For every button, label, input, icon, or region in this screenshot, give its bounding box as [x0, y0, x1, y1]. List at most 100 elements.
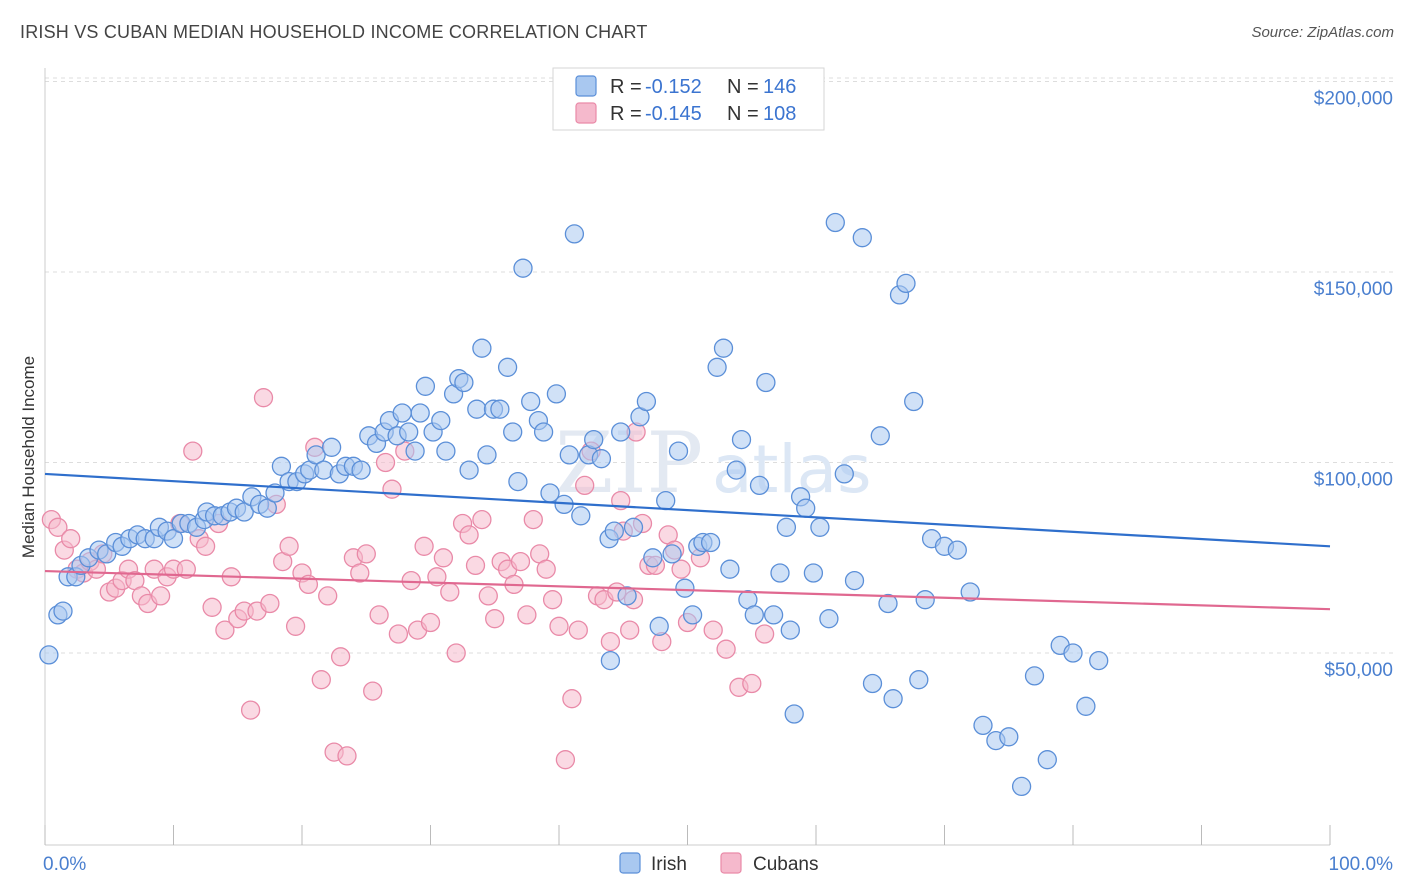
irish-point: [39, 645, 59, 665]
y-axis-label: Median Household Income: [19, 356, 38, 558]
irish-point: [973, 715, 993, 736]
cubans-point: [420, 612, 441, 633]
irish-point: [707, 357, 727, 377]
cubans-point: [485, 609, 505, 629]
cubans-point: [285, 616, 306, 636]
irish-point: [784, 704, 804, 724]
irish-point: [878, 593, 898, 614]
irish-points: [39, 212, 1109, 797]
irish-point: [731, 429, 752, 450]
irish-point: [862, 673, 883, 694]
cubans-point: [369, 605, 389, 625]
cubans-point: [440, 582, 460, 602]
irish-point: [234, 502, 254, 522]
irish-point: [163, 529, 184, 549]
irish-point: [399, 422, 419, 442]
irish-point: [1089, 650, 1109, 671]
cubans-point: [510, 551, 531, 572]
irish-point: [591, 449, 612, 469]
y-tick-label: $150,000: [1314, 279, 1393, 300]
irish-point: [1037, 750, 1057, 770]
cubans-point: [150, 586, 171, 606]
irish-point: [682, 605, 703, 625]
irish-point: [265, 483, 285, 503]
irish-point: [796, 498, 816, 518]
cubans-point: [517, 605, 537, 625]
x-tick-labels: 0.0% 100.0%: [43, 854, 1393, 875]
irish-point: [870, 426, 890, 446]
cubans-point: [414, 536, 434, 556]
cubans-point: [375, 452, 396, 473]
irish-point: [431, 410, 451, 431]
irish-point: [459, 460, 479, 480]
irish-point: [454, 372, 474, 393]
cubans-point: [568, 620, 588, 640]
irish-point: [763, 605, 784, 625]
cubans-point: [600, 631, 621, 652]
cubans-point: [459, 525, 479, 545]
irish-point: [726, 460, 746, 480]
cubans-point: [536, 559, 556, 579]
irish-point: [564, 224, 585, 244]
irish-point: [744, 605, 764, 625]
cubans-point: [356, 544, 376, 564]
cubans-point: [433, 548, 454, 568]
bottom-legend-swatch-irish: [619, 852, 641, 874]
irish-point: [844, 570, 865, 591]
y-tick-label: $50,000: [1324, 660, 1393, 681]
irish-point: [636, 391, 657, 412]
irish-point: [720, 559, 740, 579]
irish-point: [604, 521, 624, 541]
cubans-point: [363, 681, 383, 701]
irish-point: [1011, 776, 1032, 797]
irish-point: [611, 422, 631, 442]
irish-point: [834, 464, 854, 484]
cubans-point: [542, 590, 563, 610]
irish-point: [1024, 666, 1045, 686]
cubans-point: [742, 673, 762, 694]
legend-n-value-cubans: 108: [763, 103, 796, 125]
irish-point: [546, 384, 567, 404]
cubans-point: [523, 509, 543, 530]
irish-point: [392, 403, 412, 423]
irish-point: [662, 544, 682, 564]
legend-r-label-cubans: R =: [610, 103, 642, 125]
source-label: Source: ZipAtlas.com: [1251, 24, 1394, 41]
irish-point: [405, 441, 425, 461]
irish-point: [999, 727, 1019, 747]
irish-point: [490, 399, 510, 419]
legend-swatch-cubans: [575, 102, 597, 124]
cubans-point: [337, 746, 357, 766]
axes: [44, 68, 1331, 846]
cubans-point: [311, 670, 331, 690]
irish-point: [904, 391, 924, 412]
legend-r-value-irish: -0.152: [645, 76, 702, 98]
cubans-point: [279, 536, 299, 556]
irish-point: [770, 563, 790, 583]
cubans-point: [240, 700, 261, 720]
irish-point: [623, 517, 644, 537]
y-tick-label: $200,000: [1314, 89, 1393, 110]
irish-point: [257, 498, 277, 518]
irish-point: [825, 212, 845, 233]
legend-n-label-irish: N =: [727, 76, 759, 98]
irish-point: [53, 601, 73, 621]
cubans-point: [549, 616, 569, 636]
irish-point: [780, 620, 800, 640]
irish-point: [467, 399, 487, 419]
cubans-point: [202, 597, 222, 617]
irish-point: [819, 609, 839, 629]
chart-title: IRISH VS CUBAN MEDIAN HOUSEHOLD INCOME C…: [20, 22, 648, 42]
irish-point: [617, 586, 637, 606]
cubans-point: [253, 388, 274, 408]
irish-point: [713, 338, 734, 358]
cubans-trend-line: [44, 569, 1331, 611]
cubans-point: [620, 620, 640, 640]
irish-trend-line: [44, 472, 1331, 548]
irish-point: [600, 650, 621, 671]
irish-point: [960, 582, 980, 602]
legend: R = -0.152 N = 146 R = -0.145 N = 108: [552, 67, 825, 131]
cubans-point: [350, 563, 370, 583]
irish-point: [803, 563, 824, 583]
